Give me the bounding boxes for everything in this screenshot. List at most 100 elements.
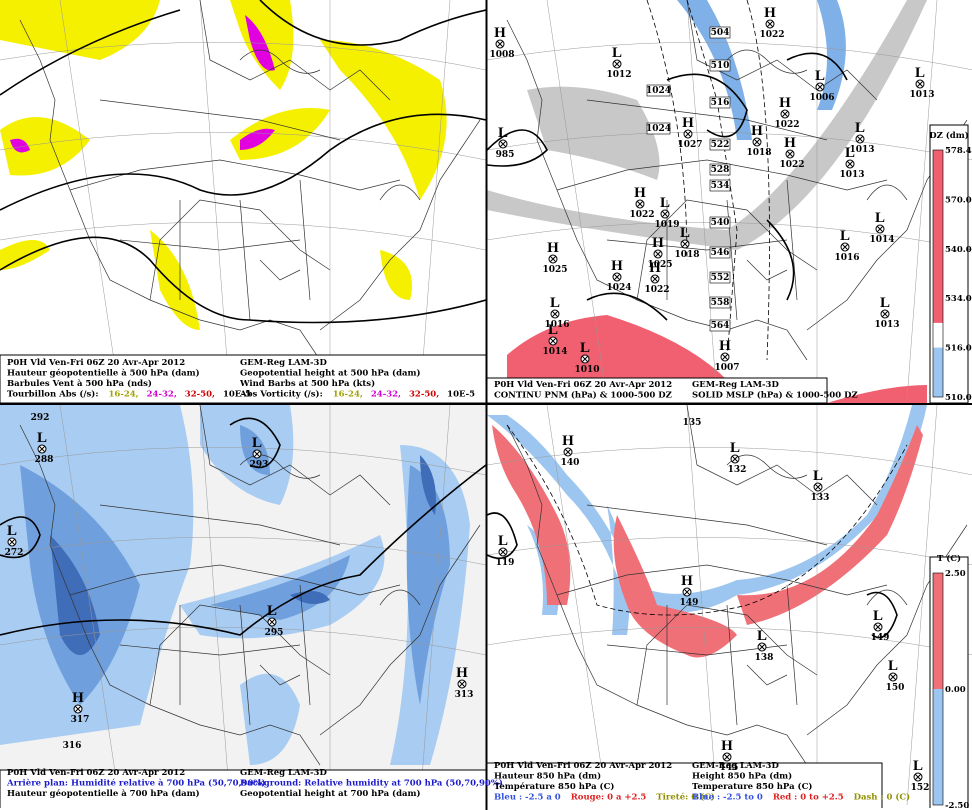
center-letter: H [562,433,574,449]
legend-item: Red : 0 to +2.5 [773,793,844,803]
center-value: 1022 [629,210,654,220]
center-letter: H [784,135,796,151]
thickness-label: 552 [711,273,730,283]
center-letter: L [915,65,925,81]
center-value: 272 [5,548,24,558]
center-value: 1027 [677,140,702,150]
center-letter: L [730,440,740,456]
center-value: 132 [728,465,747,475]
colorbar-blue [933,689,943,805]
thickness-box [709,216,731,229]
height-contour [0,417,486,636]
thickness-box [709,26,731,39]
legend-item: Tireté: 0 (C) [656,792,715,803]
rh-50 [0,405,470,765]
center-value: 1008 [489,50,514,60]
thickness-box [709,163,731,176]
center-marker [766,20,774,28]
thickness-box [709,179,731,192]
legend-item: Bleu : -2.5 a 0 [494,793,561,803]
center-marker [816,83,824,91]
center-value: 313 [455,690,474,700]
center-marker [916,80,924,88]
center-marker [753,138,761,146]
center-marker [549,255,557,263]
center-letter: L [498,533,508,549]
center-value: 1013 [839,170,864,180]
caption-line: Abs Vorticity (/s): [239,389,323,400]
colorbar-title: DZ (dm) [929,130,969,141]
center-marker [613,273,621,281]
center-letter: H [719,338,731,354]
panel-overlay: P0H Vld Ven-Fri 06Z 20 Avr-Apr 2012Haute… [7,358,475,400]
center-letter: L [873,608,883,624]
center-marker [564,448,572,456]
center-letter: H [72,690,84,706]
center-value: 149 [680,598,699,608]
center-value: 288 [35,455,54,465]
center-letter: H [779,95,791,111]
legend-item: 32-50, [409,390,439,400]
center-value: 985 [496,150,515,160]
caption-line: GEM-Reg LAM-3D [240,358,327,368]
thickness-label: 546 [711,248,730,258]
panel-vorticity [0,0,486,403]
center-letter: L [580,340,590,356]
legend-item: 24-32, [371,390,401,400]
caption-box [487,762,883,808]
center-letter: H [721,738,733,754]
legend-item: Blue : -2.5 to 0 [692,793,763,803]
legend-item: 24-32, [147,390,177,400]
center-value: 1025 [542,265,567,275]
center-marker [581,355,589,363]
center-marker [654,250,662,258]
colorbar-label: 516.00 [945,344,972,354]
colorbar-frame [932,572,944,806]
thickness-label: 558 [711,298,730,308]
colorbar-label: 2.50 [945,569,966,579]
center-marker [458,680,466,688]
colorbar-label: 540.00 [945,245,972,255]
caption-line: P0H Vld Ven-Fri 06Z 20 Avr-Apr 2012 [7,768,185,778]
center-marker [814,483,822,491]
center-letter: H [547,240,559,256]
center-value: 1022 [779,160,804,170]
center-letter: L [845,145,855,161]
center-letter: L [875,210,885,226]
panel-temperature [487,405,972,808]
center-value: 1013 [849,145,874,155]
center-letter: L [37,430,47,446]
center-marker [496,40,504,48]
thickness-box [709,96,731,109]
center-value: 1024 [606,283,631,293]
caption-line: GEM-Reg LAM-3D [692,380,779,390]
center-marker [74,705,82,713]
caption-line: CONTINU PNM (hPa) & 1000-500 DZ [494,390,672,401]
legend-item: 10E-5 [223,390,251,400]
thickness-label: 516 [711,98,730,108]
center-marker [681,240,689,248]
zero-isotherm [506,424,908,616]
center-marker [268,618,276,626]
thickness-box [709,59,731,72]
center-value: 1016 [834,253,859,263]
thickness-box [709,246,731,259]
thickness-label: 564 [711,321,730,331]
center-letter: L [267,603,277,619]
caption-line: P0H Vld Ven-Fri 06Z 20 Avr-Apr 2012 [494,380,672,390]
center-letter: L [548,322,558,338]
center-letter: H [456,665,468,681]
center-marker [636,200,644,208]
thickness-box [709,296,731,309]
center-value: 150 [886,683,905,693]
thickness-box [709,319,731,332]
pressure-label: 1024 [646,86,671,96]
center-letter: H [682,115,694,131]
center-value: 1022 [759,30,784,40]
caption-line: Hauteur géopotentielle à 500 hPa (dam) [7,368,200,379]
center-letter: H [494,25,506,41]
center-marker [253,450,261,458]
center-marker [651,275,659,283]
center-letter: L [550,295,560,311]
center-marker [723,753,731,761]
